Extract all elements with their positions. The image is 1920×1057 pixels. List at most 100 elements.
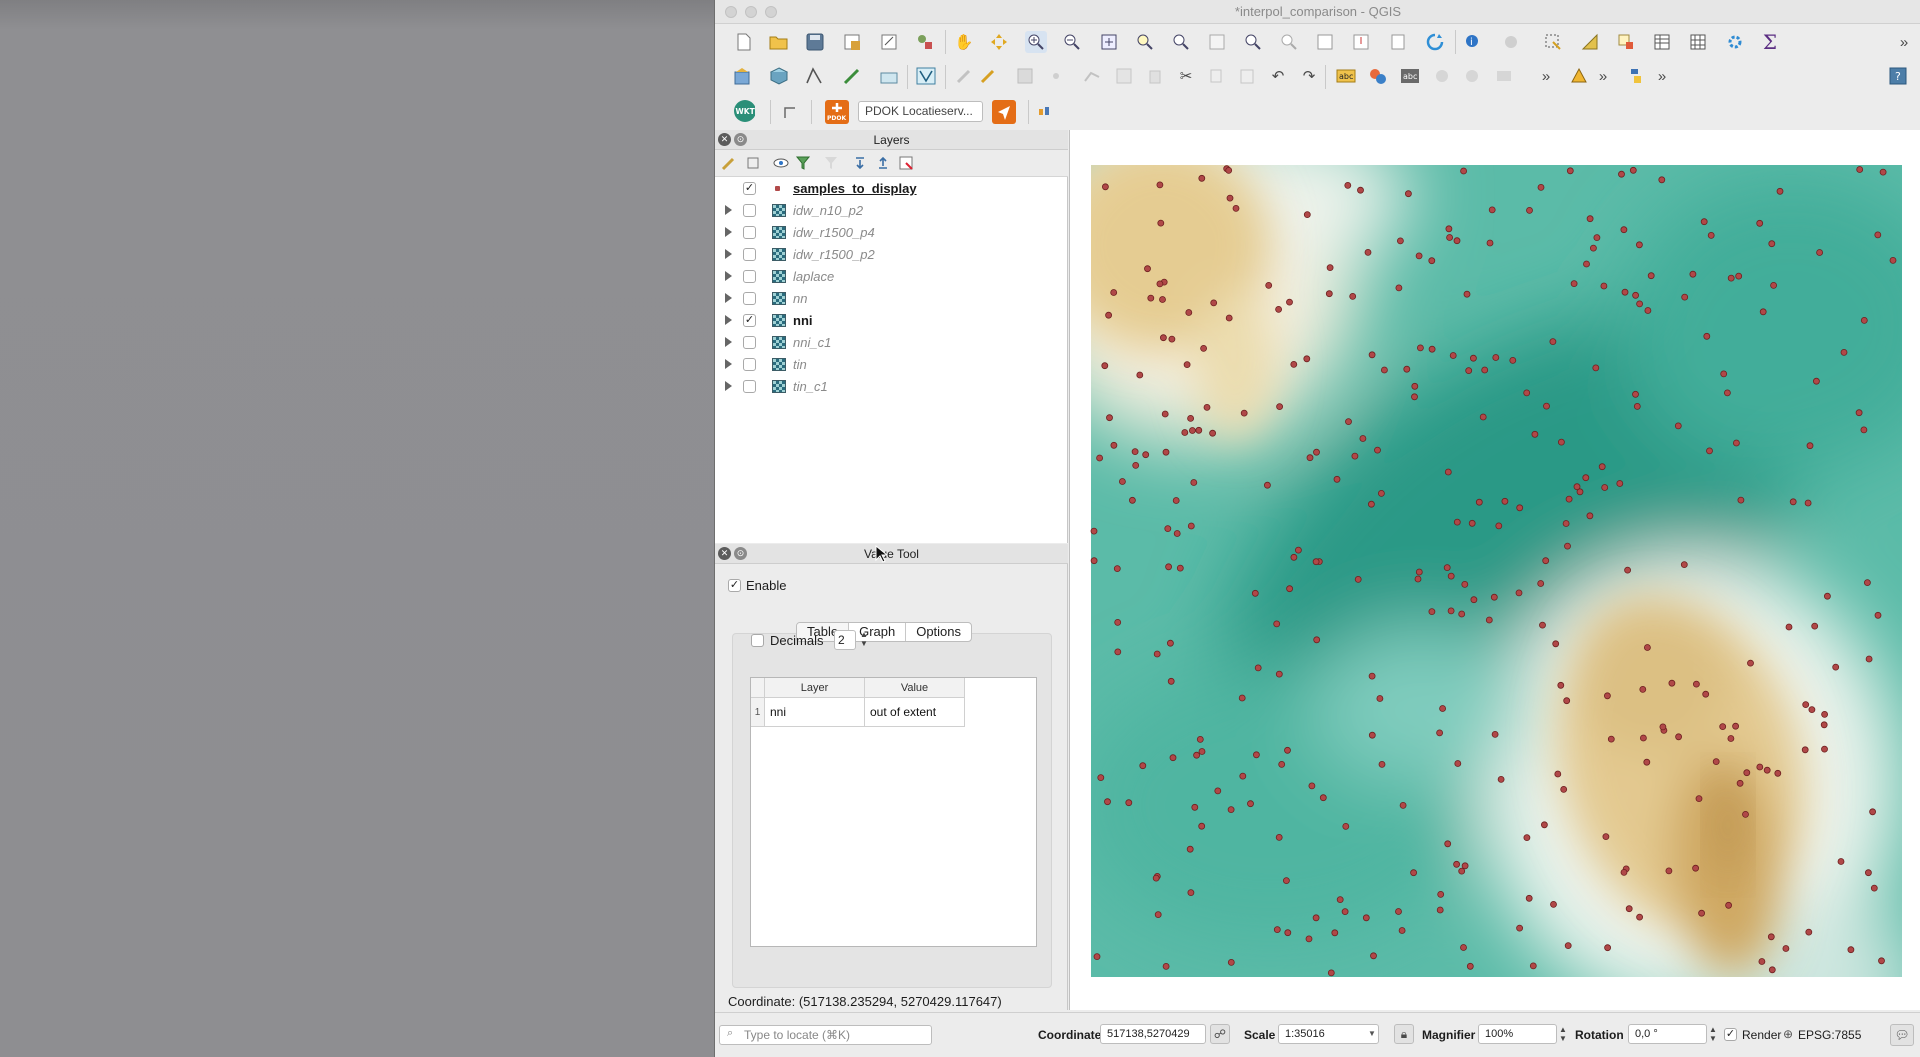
digitizing-plugin-icon[interactable] bbox=[781, 100, 803, 122]
layer-visibility-checkbox[interactable] bbox=[743, 292, 756, 305]
layer-item-nn[interactable]: nn bbox=[715, 288, 1068, 310]
vertex-tool-icon[interactable] bbox=[1081, 65, 1103, 87]
enable-checkbox[interactable]: ✓ bbox=[728, 579, 741, 592]
toggle-editing-icon[interactable] bbox=[977, 65, 999, 87]
current-edits-icon[interactable] bbox=[953, 65, 975, 87]
plugins-more-chevron-icon[interactable]: » bbox=[1598, 67, 1608, 85]
diagram-options-icon[interactable]: abc bbox=[1399, 65, 1421, 87]
layer-visibility-checkbox[interactable] bbox=[743, 358, 756, 371]
zoom-to-layer-icon[interactable] bbox=[1170, 31, 1192, 53]
layer-visibility-checkbox[interactable]: ✓ bbox=[743, 182, 756, 195]
undo-icon[interactable]: ↶ bbox=[1271, 68, 1285, 85]
virtual-layer-icon[interactable] bbox=[915, 65, 937, 87]
show-hide-labels-icon[interactable] bbox=[1461, 65, 1483, 87]
labels-more-chevron-icon[interactable]: » bbox=[1541, 67, 1551, 85]
scale-combo[interactable]: 1:35016 bbox=[1278, 1024, 1379, 1044]
map-canvas[interactable] bbox=[1069, 130, 1920, 1010]
layer-item-nni[interactable]: ✓ nni bbox=[715, 310, 1068, 332]
layer-item-laplace[interactable]: laplace bbox=[715, 266, 1068, 288]
toggle-extents-icon[interactable]: ☍ bbox=[1210, 1024, 1230, 1044]
lock-scale-icon[interactable]: 🔒︎ bbox=[1394, 1024, 1414, 1044]
close-panel-icon[interactable]: ✕ bbox=[718, 547, 731, 560]
rotation-spinbox[interactable]: 0,0 ° bbox=[1628, 1024, 1707, 1044]
label-toolbar-icon[interactable]: abc bbox=[1335, 65, 1357, 87]
expand-arrow-icon[interactable] bbox=[725, 359, 732, 369]
decimals-checkbox[interactable] bbox=[751, 634, 764, 647]
expand-arrow-icon[interactable] bbox=[725, 271, 732, 281]
zoom-full-icon[interactable] bbox=[1098, 31, 1120, 53]
zoom-out-icon[interactable] bbox=[1061, 31, 1083, 53]
filter-legend-icon[interactable] bbox=[792, 152, 814, 174]
expand-arrow-icon[interactable] bbox=[725, 227, 732, 237]
copy-features-icon[interactable] bbox=[1206, 65, 1228, 87]
redo-icon[interactable]: ↷ bbox=[1302, 68, 1316, 85]
select-by-expression-icon[interactable] bbox=[1579, 31, 1601, 53]
layer-visibility-checkbox[interactable] bbox=[743, 204, 756, 217]
manage-map-themes-icon[interactable] bbox=[770, 152, 792, 174]
print-layout-icon[interactable] bbox=[878, 31, 900, 53]
close-window-button[interactable] bbox=[725, 6, 737, 18]
minimize-window-button[interactable] bbox=[745, 6, 757, 18]
action-settings-icon[interactable] bbox=[1500, 31, 1522, 53]
decimals-stepper-icon[interactable]: ▲ ▼ bbox=[860, 630, 868, 648]
identify-features-icon[interactable]: i bbox=[1462, 31, 1484, 53]
layer-visibility-checkbox[interactable] bbox=[743, 226, 756, 239]
plugin-tool-icon[interactable] bbox=[1035, 100, 1057, 122]
column-header-layer[interactable]: Layer bbox=[765, 678, 865, 698]
deselect-features-icon[interactable] bbox=[1615, 31, 1637, 53]
add-feature-icon[interactable] bbox=[1045, 65, 1067, 87]
expand-arrow-icon[interactable] bbox=[725, 293, 732, 303]
pdok-locate-icon[interactable] bbox=[992, 100, 1016, 124]
digitize-icon[interactable] bbox=[841, 65, 863, 87]
float-panel-icon[interactable]: ⊙ bbox=[734, 547, 747, 560]
data-source-manager-icon[interactable] bbox=[733, 65, 755, 87]
filter-by-expression-icon[interactable] bbox=[820, 152, 842, 174]
expand-arrow-icon[interactable] bbox=[725, 205, 732, 215]
python-console-icon[interactable] bbox=[1625, 65, 1647, 87]
georeferencer-icon[interactable] bbox=[1568, 65, 1590, 87]
wkt-icon[interactable]: WKT bbox=[733, 100, 755, 122]
cut-features-icon[interactable]: ✂ bbox=[1179, 68, 1193, 85]
expand-arrow-icon[interactable] bbox=[725, 249, 732, 259]
processing-toolbox-icon[interactable] bbox=[1724, 31, 1746, 53]
style-manager-icon[interactable] bbox=[914, 31, 936, 53]
layer-visibility-checkbox[interactable]: ✓ bbox=[743, 314, 756, 327]
show-bookmarks-icon[interactable] bbox=[1387, 31, 1409, 53]
new-shapefile-icon[interactable] bbox=[804, 65, 826, 87]
zoom-last-icon[interactable] bbox=[1242, 31, 1264, 53]
layer-visibility-checkbox[interactable] bbox=[743, 380, 756, 393]
field-calculator-icon[interactable]: Σ bbox=[1762, 30, 1778, 54]
float-panel-icon[interactable]: ⊙ bbox=[734, 133, 747, 146]
zoom-native-icon[interactable] bbox=[1206, 31, 1228, 53]
expand-arrow-icon[interactable] bbox=[725, 315, 732, 325]
expand-all-icon[interactable] bbox=[849, 152, 871, 174]
pan-to-selection-icon[interactable] bbox=[988, 31, 1010, 53]
locator-search-input[interactable]: Type to locate (⌘K) bbox=[719, 1025, 932, 1045]
messages-icon[interactable]: 💬︎ bbox=[1890, 1024, 1914, 1046]
help-icon[interactable]: ? bbox=[1887, 65, 1909, 87]
open-project-icon[interactable] bbox=[768, 31, 790, 53]
crs-button[interactable]: EPSG:7855 bbox=[1798, 1028, 1862, 1042]
modify-attributes-icon[interactable] bbox=[1113, 65, 1135, 87]
statistical-summary-icon[interactable] bbox=[1687, 31, 1709, 53]
rotation-stepper-icon[interactable]: ▲ ▼ bbox=[1709, 1025, 1717, 1043]
pdok-search-input[interactable]: PDOK Locatieserv... bbox=[858, 101, 983, 122]
pin-labels-icon[interactable] bbox=[1431, 65, 1453, 87]
zoom-next-icon[interactable] bbox=[1278, 31, 1300, 53]
new-bookmark-icon[interactable] bbox=[1350, 31, 1372, 53]
move-label-icon[interactable] bbox=[1493, 65, 1515, 87]
magnifier-stepper-icon[interactable]: ▲ ▼ bbox=[1559, 1025, 1567, 1043]
new-geopackage-layer-icon[interactable] bbox=[768, 65, 790, 87]
save-as-icon[interactable] bbox=[841, 31, 863, 53]
render-checkbox[interactable]: ✓ bbox=[1724, 1028, 1737, 1041]
tab-graph[interactable]: Graph bbox=[849, 623, 907, 641]
add-group-icon[interactable] bbox=[742, 152, 764, 174]
coordinate-input[interactable]: 517138,5270429 bbox=[1100, 1024, 1206, 1044]
zoom-in-icon[interactable] bbox=[1025, 31, 1047, 53]
open-layer-styling-icon[interactable] bbox=[718, 152, 740, 174]
more-tools-chevron-icon[interactable]: » bbox=[1899, 33, 1909, 51]
magnifier-spinbox[interactable]: 100% bbox=[1478, 1024, 1557, 1044]
layer-item-tin[interactable]: tin bbox=[715, 354, 1068, 376]
layer-visibility-checkbox[interactable] bbox=[743, 336, 756, 349]
save-project-icon[interactable] bbox=[804, 31, 826, 53]
